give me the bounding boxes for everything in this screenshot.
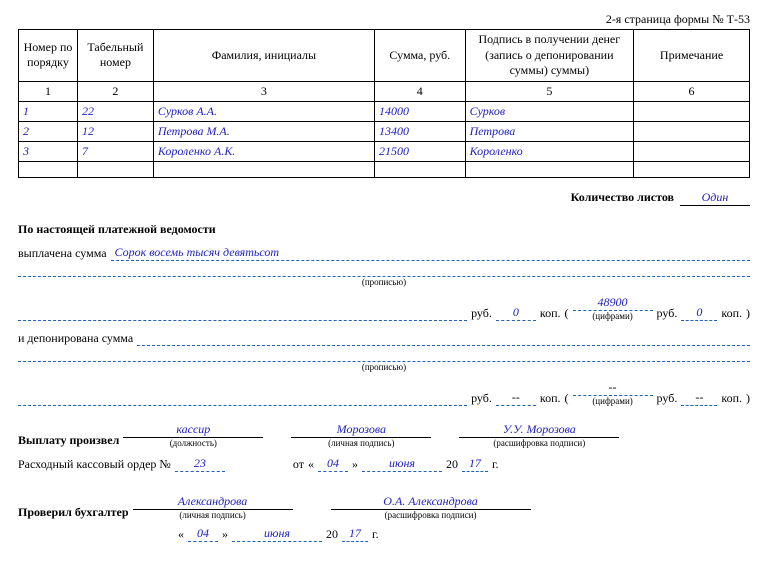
checked-day: 04 bbox=[188, 526, 218, 542]
rub-lbl4: руб. bbox=[657, 391, 678, 406]
sub-name: (расшифровка подписи) bbox=[493, 439, 585, 448]
cell-note bbox=[634, 122, 750, 142]
table-row: 1 22 Сурков А.А. 14000 Сурков bbox=[19, 102, 750, 122]
cell-sig: Петрова bbox=[465, 122, 634, 142]
payroll-table: Номер по порядку Табельный номер Фамилия… bbox=[18, 29, 750, 178]
col-header-sum: Сумма, руб. bbox=[375, 30, 466, 82]
q1b: « bbox=[178, 527, 184, 542]
order-label: Расходный кассовый ордер № bbox=[18, 457, 171, 472]
dep-rub-digits: -- bbox=[573, 380, 653, 396]
sub-words-2: (прописью) bbox=[362, 363, 406, 372]
order-day: 04 bbox=[318, 456, 348, 472]
q1: « bbox=[308, 457, 314, 472]
sheets-value: Один bbox=[680, 190, 750, 206]
year-prefix: 20 bbox=[446, 457, 458, 472]
col-header-sig: Подпись в получении денег (запись о депо… bbox=[465, 30, 634, 82]
paren-close2: ) bbox=[746, 391, 750, 406]
col-header-note: Примечание bbox=[634, 30, 750, 82]
col-header-tab: Табельный номер bbox=[77, 30, 153, 82]
rub-lbl: руб. bbox=[471, 306, 492, 321]
cell-note bbox=[634, 142, 750, 162]
col-num-3: 3 bbox=[153, 81, 374, 102]
checked-label: Проверил бухгалтер bbox=[18, 505, 129, 520]
cell-note bbox=[634, 102, 750, 122]
table-row: 3 7 Короленко А.К. 21500 Короленко bbox=[19, 142, 750, 162]
q2b: » bbox=[222, 527, 228, 542]
cell-n: 2 bbox=[19, 122, 78, 142]
cell-tab: 12 bbox=[77, 122, 153, 142]
col-header-fio: Фамилия, инициалы bbox=[153, 30, 374, 82]
kop-lbl2: коп. bbox=[721, 306, 742, 321]
paidby-name: У.У. Морозова bbox=[459, 422, 619, 438]
rub-lbl3: руб. bbox=[471, 391, 492, 406]
cell-sig: Сурков bbox=[465, 102, 634, 122]
kop-lbl: коп. bbox=[540, 306, 561, 321]
sub-position: (должность) bbox=[170, 439, 217, 448]
year-suffix: г. bbox=[492, 457, 499, 472]
table-row: 2 12 Петрова М.А. 13400 Петрова bbox=[19, 122, 750, 142]
sub-digits: (цифрами) bbox=[592, 312, 632, 321]
paid-words: Сорок восемь тысяч девятьсот bbox=[111, 245, 750, 261]
cell-fio: Сурков А.А. bbox=[153, 102, 374, 122]
sub-sign: (личная подпись) bbox=[328, 439, 394, 448]
dep-kop: -- bbox=[496, 390, 536, 406]
dep-label: и депонирована сумма bbox=[18, 331, 133, 346]
cell-sum: 14000 bbox=[375, 102, 466, 122]
cell-sig: Короленко bbox=[465, 142, 634, 162]
col-num-5: 5 bbox=[465, 81, 634, 102]
order-year: 17 bbox=[462, 456, 488, 472]
kop-val2: 0 bbox=[681, 305, 717, 321]
statement-title: По настоящей платежной ведомости bbox=[18, 222, 750, 237]
sub-digits2: (цифрами) bbox=[592, 397, 632, 406]
kop-val: 0 bbox=[496, 305, 536, 321]
table-row-empty bbox=[19, 162, 750, 178]
cell-sum: 21500 bbox=[375, 142, 466, 162]
checked-year: 17 bbox=[342, 526, 368, 542]
kop-lbl3: коп. bbox=[540, 391, 561, 406]
checked-month: июня bbox=[232, 526, 322, 542]
rub-digits: 48900 bbox=[573, 295, 653, 311]
cell-tab: 7 bbox=[77, 142, 153, 162]
sub-name2: (расшифровка подписи) bbox=[385, 511, 477, 520]
sub-words: (прописью) bbox=[362, 278, 406, 287]
paidby-label: Выплату произвел bbox=[18, 433, 119, 448]
kop-lbl4: коп. bbox=[721, 391, 742, 406]
paidby-sign: Морозова bbox=[291, 422, 431, 438]
paren-open2: ( bbox=[565, 391, 569, 406]
sub-sign2: (личная подпись) bbox=[179, 511, 245, 520]
order-num: 23 bbox=[175, 456, 225, 472]
paidby-position: кассир bbox=[123, 422, 263, 438]
cell-tab: 22 bbox=[77, 102, 153, 122]
cell-n: 1 bbox=[19, 102, 78, 122]
order-from: от bbox=[293, 457, 304, 472]
checked-name: О.А. Александрова bbox=[331, 494, 531, 510]
cell-fio: Короленко А.К. bbox=[153, 142, 374, 162]
form-page-label: 2-я страница формы № Т-53 bbox=[18, 12, 750, 27]
year-suffix2: г. bbox=[372, 527, 379, 542]
paren-close: ) bbox=[746, 306, 750, 321]
q2: » bbox=[352, 457, 358, 472]
cell-n: 3 bbox=[19, 142, 78, 162]
rub-lbl2: руб. bbox=[657, 306, 678, 321]
year-prefix2: 20 bbox=[326, 527, 338, 542]
col-num-1: 1 bbox=[19, 81, 78, 102]
paid-label: выплачена сумма bbox=[18, 246, 107, 261]
cell-fio: Петрова М.А. bbox=[153, 122, 374, 142]
col-num-6: 6 bbox=[634, 81, 750, 102]
col-num-2: 2 bbox=[77, 81, 153, 102]
checked-sign: Александрова bbox=[133, 494, 293, 510]
cell-sum: 13400 bbox=[375, 122, 466, 142]
dep-kop2: -- bbox=[681, 390, 717, 406]
order-month: июня bbox=[362, 456, 442, 472]
col-header-num: Номер по порядку bbox=[19, 30, 78, 82]
sheets-label: Количество листов bbox=[571, 190, 674, 206]
col-num-4: 4 bbox=[375, 81, 466, 102]
paren-open: ( bbox=[565, 306, 569, 321]
